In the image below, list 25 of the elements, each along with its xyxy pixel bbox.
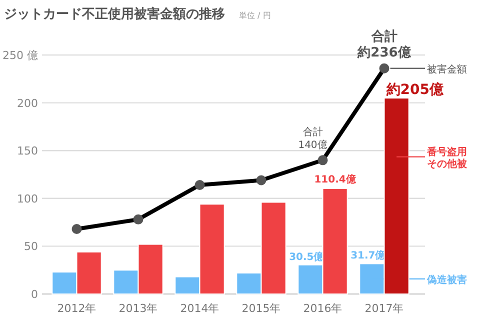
- y-tick-label: 0: [31, 288, 38, 301]
- legend-label: 番号盗用その他被: [426, 146, 468, 170]
- annotation: 合計: [370, 28, 398, 44]
- x-tick-label: 2017年: [364, 302, 404, 315]
- annotation: 140億: [298, 139, 328, 152]
- data-label: 約205億: [385, 81, 444, 98]
- annotation: 合計: [302, 126, 323, 138]
- text: 偽造被害: [427, 274, 467, 286]
- y-tick-label: 50: [24, 240, 38, 254]
- text: 被害金額: [427, 63, 467, 76]
- x-tick-label: 2014年: [180, 302, 220, 315]
- y-tick-label: 250 億: [2, 49, 38, 62]
- data-label: 31.7億: [350, 250, 386, 262]
- x-tick-label: 2016年: [303, 302, 342, 315]
- annotation: 約236億: [356, 44, 412, 60]
- chart-subtitle: 単位 / 円: [239, 11, 271, 20]
- data-label: 30.5億: [289, 250, 325, 263]
- chart-title: ジットカード不正使用被害金額の推移: [4, 6, 225, 22]
- y-tick-label: 150: [17, 144, 38, 158]
- data-label: 110.4億: [314, 173, 357, 186]
- x-tick-label: 2012年: [57, 302, 96, 315]
- x-tick-label: 2015年: [242, 302, 281, 315]
- x-tick-label: 2013年: [118, 302, 158, 315]
- y-tick-label: 200: [17, 96, 38, 110]
- y-tick-label: 100: [17, 192, 38, 206]
